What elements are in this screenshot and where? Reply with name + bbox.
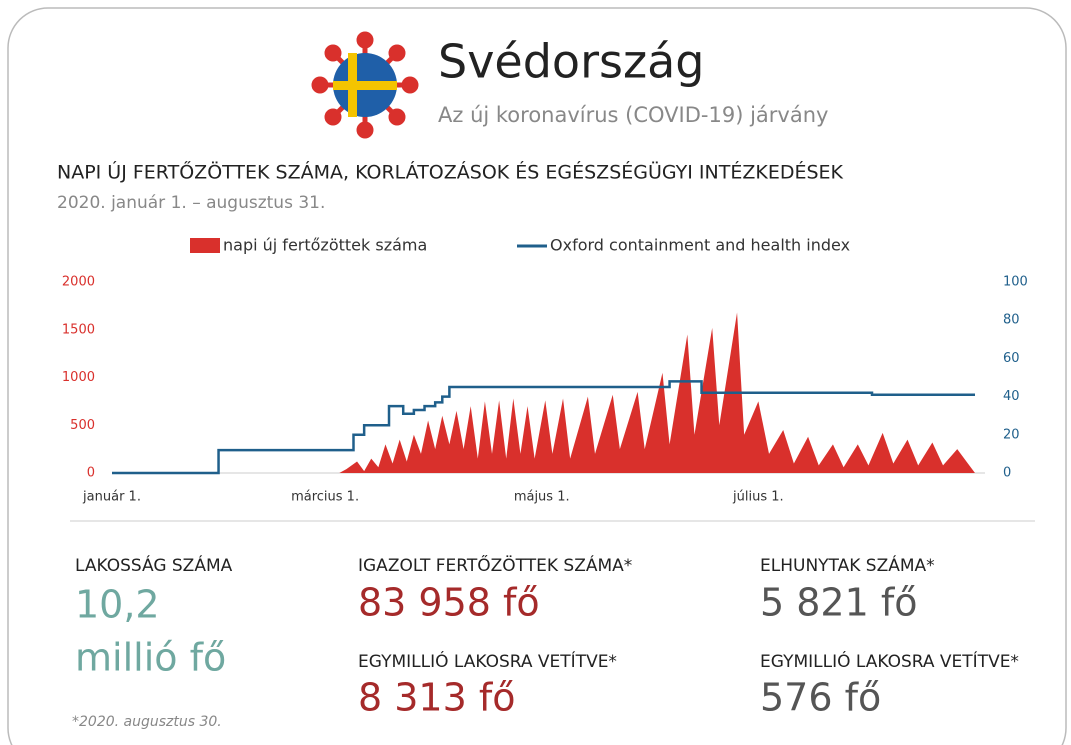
stat-label: LAKOSSÁG SZÁMA	[75, 554, 233, 576]
legend-label: Oxford containment and health index	[550, 236, 850, 255]
y-tick-label: 1000	[62, 370, 95, 385]
y2-tick-label: 80	[1003, 313, 1020, 328]
stat-label: EGYMILLIÓ LAKOSRA VETÍTVE*	[760, 650, 1019, 672]
page-title: Svédország	[438, 35, 704, 89]
y-tick-label: 500	[70, 418, 95, 433]
y2-tick-label: 40	[1003, 389, 1020, 404]
area	[112, 312, 975, 473]
chart-subtitle: 2020. január 1. – augusztus 31.	[57, 193, 325, 213]
legend-label: napi új fertőzöttek száma	[223, 236, 427, 255]
stat-unit: millió fő	[75, 636, 226, 680]
y2-tick-label: 0	[1003, 466, 1011, 481]
y-tick-label: 1500	[62, 322, 95, 337]
line	[112, 380, 975, 475]
x-tick-label: július 1.	[732, 490, 784, 505]
page-subtitle: Az új koronavírus (COVID-19) járvány	[438, 103, 828, 127]
stat-label: EGYMILLIÓ LAKOSRA VETÍTVE*	[358, 650, 617, 672]
y2-tick-label: 60	[1003, 351, 1020, 366]
chart-title: NAPI ÚJ FERTŐZÖTTEK SZÁMA, KORLÁTOZÁSOK …	[57, 160, 844, 184]
legend-swatch	[190, 238, 220, 253]
stat-value: 576 fő	[760, 676, 881, 720]
y-tick-label: 0	[87, 466, 95, 481]
stat-label: IGAZOLT FERTŐZÖTTEK SZÁMA*	[358, 554, 632, 576]
x-tick-label: január 1.	[82, 490, 141, 505]
stat-value: 83 958 fő	[358, 581, 540, 625]
y2-tick-label: 20	[1003, 427, 1020, 442]
footnote: *2020. augusztus 30.	[72, 714, 222, 730]
stat-label: ELHUNYTAK SZÁMA*	[760, 554, 935, 576]
x-tick-label: május 1.	[514, 490, 570, 505]
stat-value: 10,2	[75, 583, 160, 627]
stat-value: 5 821 fő	[760, 581, 918, 625]
y2-tick-label: 100	[1003, 275, 1028, 290]
x-tick-label: március 1.	[291, 490, 359, 505]
card	[7, 7, 1067, 745]
y-tick-label: 2000	[62, 275, 95, 290]
virus-flag-icon	[311, 31, 419, 139]
stat-value: 8 313 fő	[358, 676, 516, 720]
